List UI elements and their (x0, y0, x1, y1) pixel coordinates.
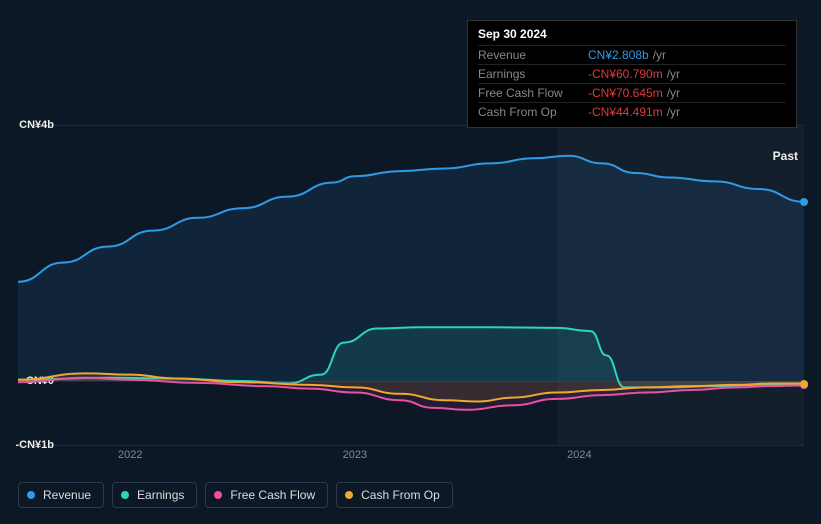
tooltip-row-label: Revenue (478, 48, 588, 62)
tooltip-row: Earnings-CN¥60.790m/yr (478, 64, 786, 83)
tooltip-row-suffix: /yr (667, 105, 680, 119)
series-endpoint (800, 380, 808, 388)
legend-label: Cash From Op (361, 488, 440, 502)
legend-label: Earnings (137, 488, 184, 502)
tooltip-row-value: -CN¥44.491m (588, 105, 663, 119)
chart-svg (18, 125, 804, 445)
legend-dot-icon (121, 491, 129, 499)
tooltip-row-value: -CN¥60.790m (588, 67, 663, 81)
tooltip-row-value: CN¥2.808b (588, 48, 649, 62)
legend-dot-icon (27, 491, 35, 499)
legend-item[interactable]: Free Cash Flow (205, 482, 328, 508)
tooltip-row-label: Cash From Op (478, 105, 588, 119)
legend-item[interactable]: Cash From Op (336, 482, 453, 508)
tooltip-row-value: -CN¥70.645m (588, 86, 663, 100)
legend-item[interactable]: Revenue (18, 482, 104, 508)
tooltip-row-label: Earnings (478, 67, 588, 81)
chart-area[interactable]: CN¥4bCN¥0-CN¥1bPast (18, 125, 804, 445)
legend-item[interactable]: Earnings (112, 482, 197, 508)
x-axis: 2022 2023 2024 (18, 449, 804, 469)
legend: Revenue Earnings Free Cash Flow Cash From O… (18, 482, 453, 508)
tooltip-row-label: Free Cash Flow (478, 86, 588, 100)
x-axis-label: 2024 (567, 449, 591, 461)
legend-dot-icon (214, 491, 222, 499)
legend-label: Free Cash Flow (230, 488, 315, 502)
chart-tooltip: Sep 30 2024 RevenueCN¥2.808b/yrEarnings-… (467, 20, 797, 128)
tooltip-row-suffix: /yr (667, 86, 680, 100)
tooltip-row-suffix: /yr (653, 48, 666, 62)
series-endpoint (800, 198, 808, 206)
gridline (18, 445, 804, 446)
legend-dot-icon (345, 491, 353, 499)
x-axis-label: 2022 (118, 449, 142, 461)
legend-label: Revenue (43, 488, 91, 502)
tooltip-row-suffix: /yr (667, 67, 680, 81)
tooltip-row: Cash From Op-CN¥44.491m/yr (478, 102, 786, 121)
tooltip-date: Sep 30 2024 (478, 27, 786, 45)
tooltip-row: RevenueCN¥2.808b/yr (478, 45, 786, 64)
x-axis-label: 2023 (343, 449, 367, 461)
tooltip-row: Free Cash Flow-CN¥70.645m/yr (478, 83, 786, 102)
